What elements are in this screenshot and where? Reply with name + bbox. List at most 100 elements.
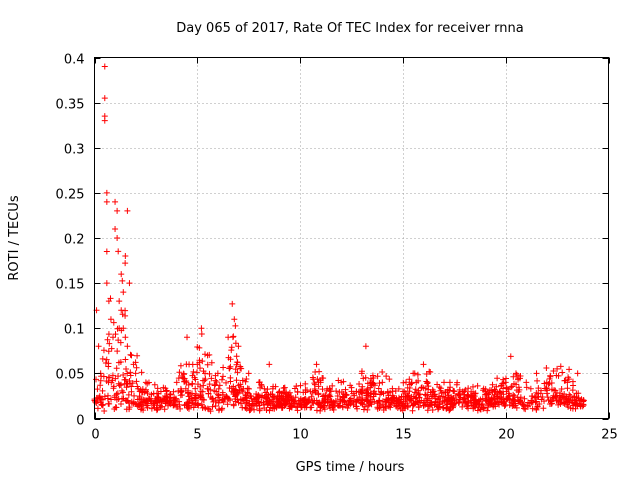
data-point — [116, 298, 123, 305]
data-point — [409, 407, 416, 414]
data-point — [199, 388, 206, 395]
data-point — [454, 379, 461, 386]
y-tick-label: 0.3 — [64, 143, 85, 158]
data-point — [151, 402, 158, 409]
data-point — [278, 392, 285, 399]
data-point — [422, 385, 429, 392]
data-point — [261, 385, 268, 392]
data-point — [225, 395, 232, 402]
data-point — [124, 207, 131, 214]
data-point — [110, 385, 117, 392]
data-point — [210, 398, 217, 405]
data-point — [191, 374, 198, 381]
data-point — [185, 393, 192, 400]
data-point — [133, 364, 140, 371]
data-point — [114, 348, 121, 355]
data-point — [431, 401, 438, 408]
data-point — [314, 376, 321, 383]
data-point — [243, 376, 250, 383]
data-point — [122, 334, 129, 341]
data-point — [554, 365, 561, 372]
y-tick-label: 0.4 — [64, 53, 85, 68]
data-point — [565, 376, 572, 383]
data-point — [209, 403, 216, 410]
data-point — [387, 401, 394, 408]
data-point — [112, 198, 119, 205]
data-point — [521, 403, 528, 410]
data-point — [119, 395, 126, 402]
data-point — [215, 385, 222, 392]
data-point — [291, 400, 298, 407]
data-point — [302, 401, 309, 408]
data-point — [246, 393, 253, 400]
data-point — [326, 392, 333, 399]
data-point — [272, 402, 279, 409]
data-point — [103, 356, 110, 363]
data-point — [362, 343, 369, 350]
data-point — [354, 405, 361, 412]
data-point — [545, 397, 552, 404]
data-point — [224, 401, 231, 408]
data-point — [357, 388, 364, 395]
data-point — [548, 386, 555, 393]
data-point — [146, 396, 153, 403]
data-point — [134, 352, 141, 359]
data-point — [479, 395, 486, 402]
data-point — [552, 393, 559, 400]
data-point — [480, 405, 487, 412]
data-point — [148, 405, 155, 412]
data-point — [324, 399, 331, 406]
data-point — [211, 387, 218, 394]
data-point — [313, 361, 320, 368]
data-point — [541, 380, 548, 387]
data-point — [329, 382, 336, 389]
y-tick-label: 0.35 — [56, 98, 85, 113]
data-point — [253, 403, 260, 410]
data-point — [230, 401, 237, 408]
data-point — [523, 384, 530, 391]
data-point — [569, 405, 576, 412]
data-point — [546, 375, 553, 382]
data-point — [465, 405, 472, 412]
data-point — [486, 399, 493, 406]
data-point — [125, 391, 132, 398]
data-point — [127, 351, 134, 358]
data-point — [468, 388, 475, 395]
data-point — [356, 380, 363, 387]
data-point — [189, 381, 196, 388]
data-point — [404, 400, 410, 407]
data-point — [260, 401, 267, 408]
data-point — [540, 405, 547, 412]
data-point — [103, 189, 110, 196]
data-point — [284, 396, 291, 403]
data-point — [208, 375, 215, 382]
data-point — [227, 374, 234, 381]
data-point — [446, 406, 453, 413]
data-point — [103, 198, 110, 205]
data-point — [257, 384, 264, 391]
data-point — [234, 359, 241, 366]
data-point — [298, 404, 305, 411]
data-point — [101, 117, 108, 124]
data-point — [502, 375, 509, 382]
data-point — [135, 402, 142, 409]
y-tick-label: 0.1 — [64, 323, 85, 338]
data-point — [308, 404, 315, 411]
data-point — [414, 399, 421, 406]
data-point — [363, 387, 370, 394]
data-point — [219, 373, 226, 380]
data-point — [178, 388, 185, 395]
data-point — [367, 375, 374, 382]
x-tick-label: 5 — [193, 428, 201, 443]
data-point — [474, 407, 481, 414]
data-point — [215, 407, 222, 414]
data-point — [205, 406, 212, 413]
data-point — [389, 392, 396, 399]
data-point — [575, 390, 582, 397]
data-point — [110, 334, 117, 341]
data-point — [559, 369, 566, 376]
data-point — [287, 403, 294, 410]
data-point — [173, 379, 180, 386]
data-point — [528, 393, 535, 400]
data-point — [101, 63, 108, 70]
